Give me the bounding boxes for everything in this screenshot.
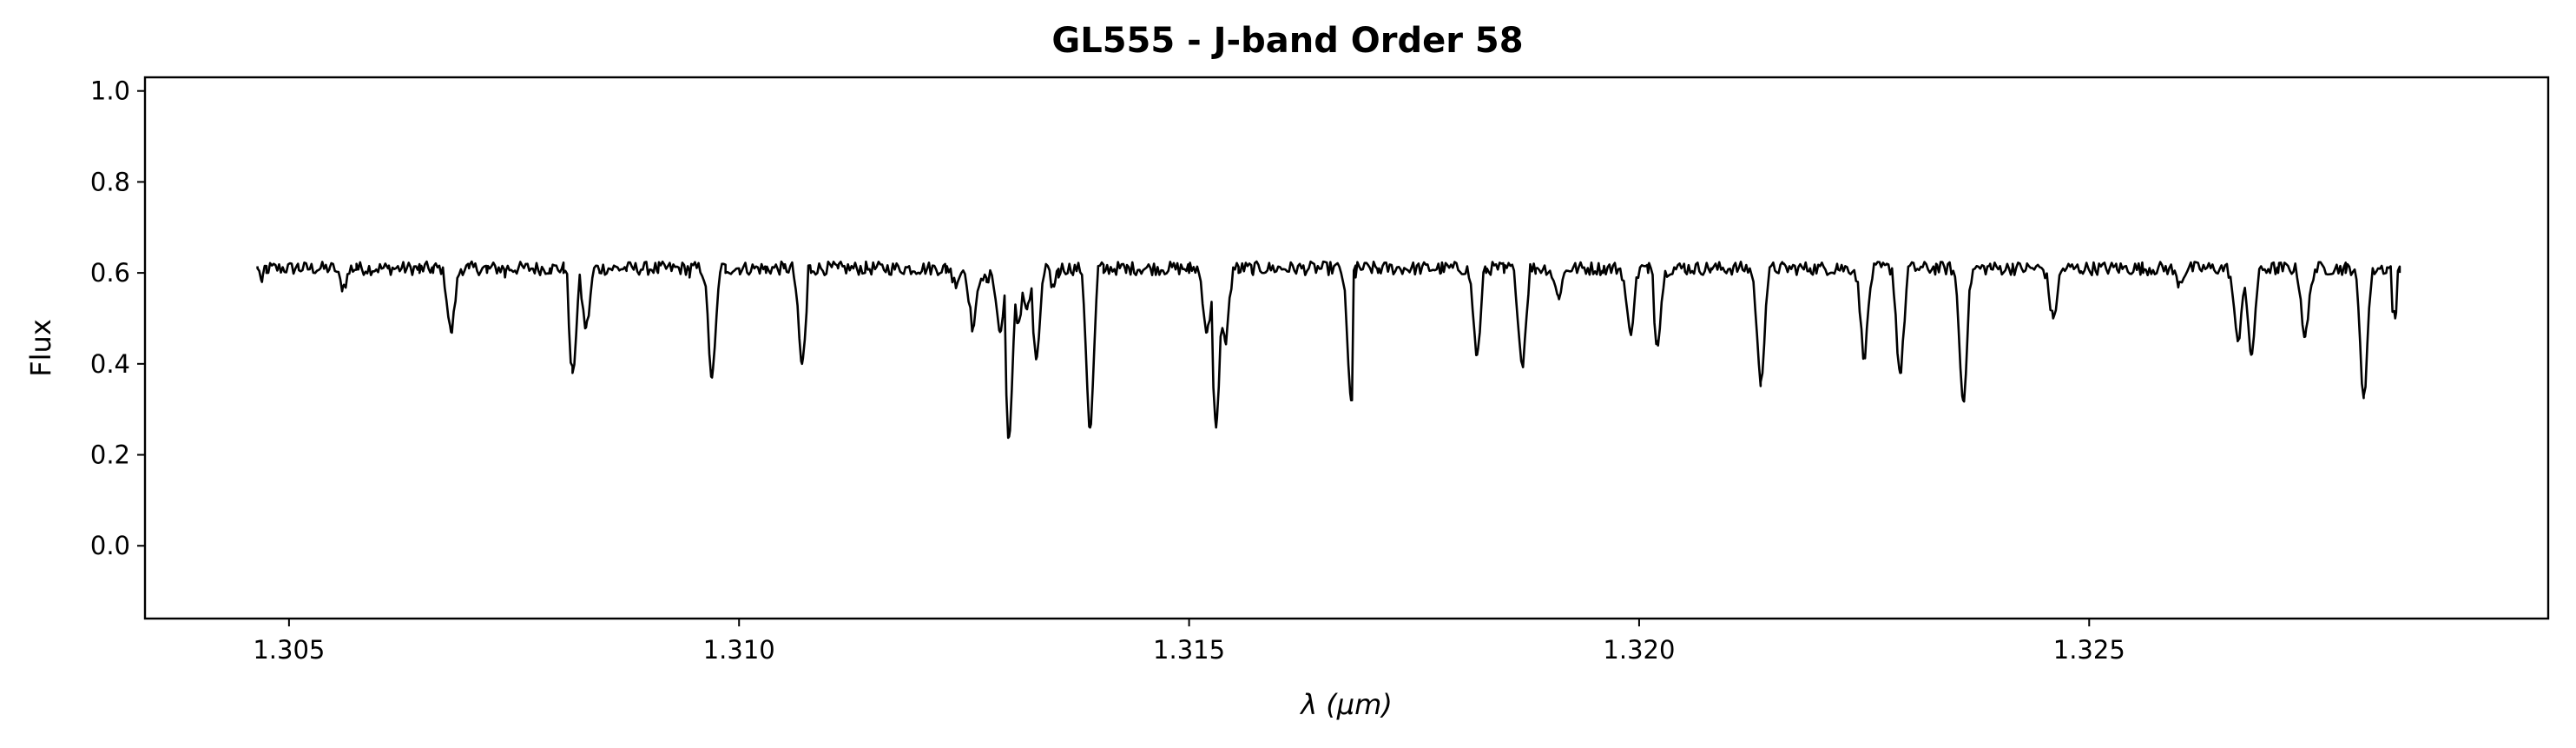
- x-axis: 1.305 1.310 1.315 1.320 1.325: [253, 619, 2125, 665]
- plot-frame: [143, 76, 2550, 620]
- spectrum-line: [256, 260, 2401, 440]
- x-tick-label: 1.305: [253, 635, 325, 665]
- chart-title: GL555 - J-band Order 58: [1051, 21, 1523, 61]
- x-tick-label: 1.325: [2053, 635, 2125, 665]
- y-tick-label: 0.4: [90, 349, 130, 379]
- x-axis-label: λ (μm): [1299, 688, 1393, 721]
- y-axis-label: Flux: [24, 319, 57, 377]
- y-tick-label: 0.2: [90, 440, 130, 470]
- y-tick-label: 0.0: [90, 531, 130, 560]
- x-tick-label: 1.315: [1153, 635, 1225, 665]
- y-tick-label: 0.8: [90, 167, 130, 196]
- y-axis: 0.0 0.2 0.4 0.6 0.8 1.0: [90, 76, 145, 560]
- y-tick-label: 0.6: [90, 258, 130, 288]
- x-tick-label: 1.320: [1603, 635, 1675, 665]
- plot-area: [256, 260, 2401, 440]
- y-tick-label: 1.0: [90, 76, 130, 106]
- x-tick-label: 1.310: [703, 635, 775, 665]
